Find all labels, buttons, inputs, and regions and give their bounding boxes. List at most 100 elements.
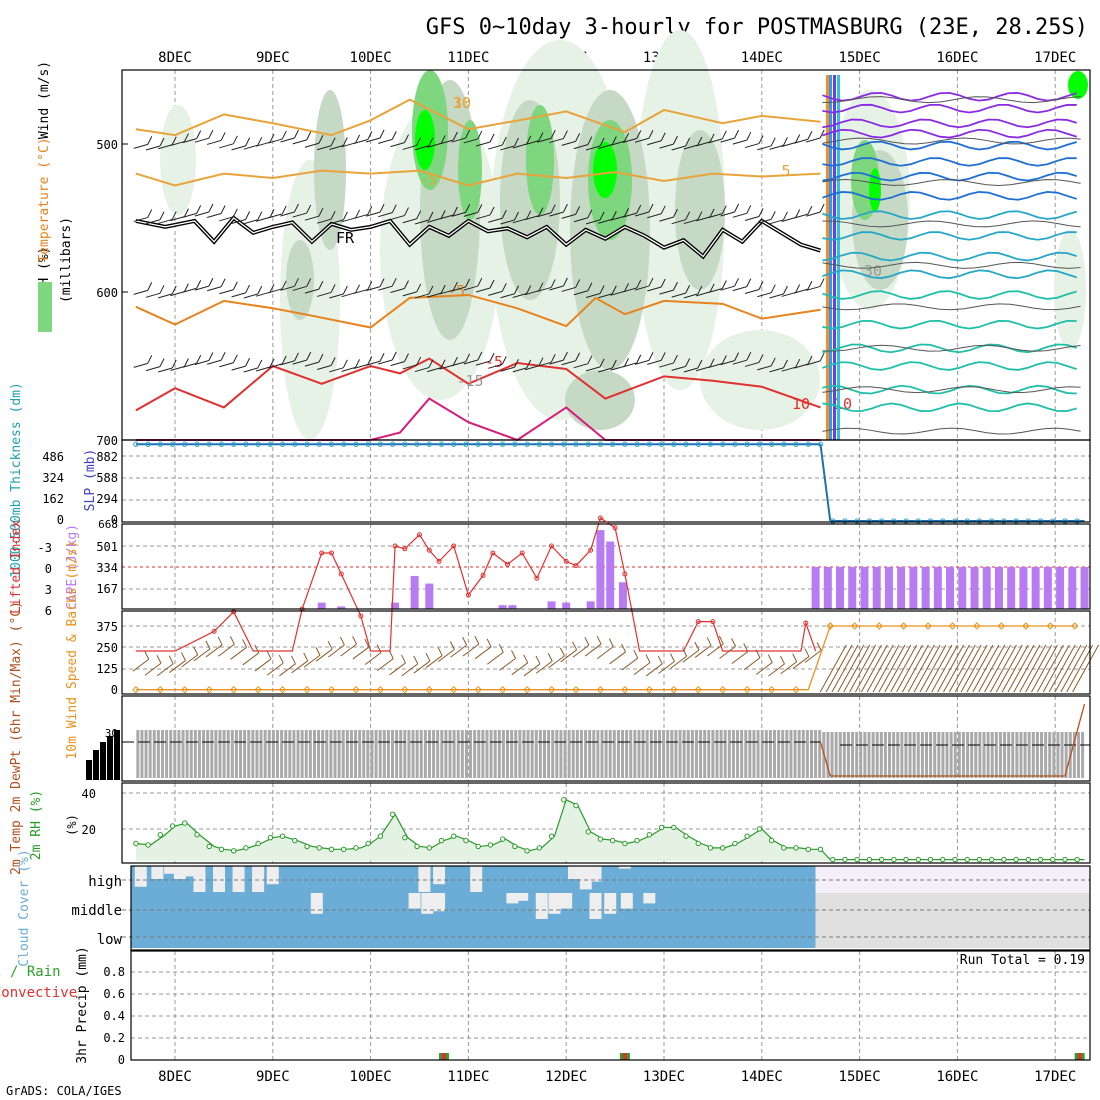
wind-barb — [672, 135, 678, 145]
wind-speed-marker — [948, 622, 957, 630]
cloud-gap — [134, 866, 147, 887]
temp-bar — [637, 730, 641, 778]
temp-bar — [945, 732, 949, 778]
wind-barb — [318, 353, 324, 363]
thickness-marker — [915, 518, 921, 524]
temp-bar — [682, 730, 686, 778]
temp-bar — [1072, 732, 1076, 778]
wind-barb — [685, 284, 691, 294]
temp-bar — [937, 732, 941, 778]
wind-barb-10m — [718, 635, 724, 645]
wind-barb — [514, 211, 519, 221]
temp-bar — [189, 730, 193, 778]
temp-bar — [481, 730, 485, 778]
cloud-gap — [173, 866, 186, 879]
thickness-marker — [304, 441, 310, 447]
wind-barb-10m — [645, 654, 651, 663]
thickness-marker — [952, 518, 958, 524]
rh2m-marker — [1062, 856, 1068, 863]
rh2m-marker — [805, 846, 811, 853]
wind-speed-marker — [303, 685, 311, 694]
lifted-index-marker — [588, 547, 594, 553]
wind-barb — [488, 144, 503, 150]
wind-barb — [171, 136, 177, 145]
wind-barb — [341, 366, 356, 372]
wind-barb — [306, 131, 312, 141]
wind-barb-10m — [633, 662, 651, 676]
wind-barb — [660, 352, 666, 361]
temp-bar — [998, 732, 1002, 778]
rh2m-marker — [145, 842, 151, 848]
precip-tick: 0.2 — [103, 1031, 125, 1045]
rh2m-marker — [353, 845, 359, 851]
temp-bar — [358, 730, 362, 778]
wind-barb — [317, 145, 332, 151]
wind-barb — [317, 365, 332, 371]
wind-barb-line — [822, 344, 1081, 352]
x-tick-label-top: 16DEC — [936, 50, 978, 66]
wind-barb-10m — [389, 662, 406, 676]
wind-barb — [744, 361, 760, 367]
wind-barb — [671, 145, 686, 151]
temp-bar — [317, 730, 321, 778]
precip-tick: 0 — [118, 1053, 125, 1067]
temp-bar — [670, 730, 674, 778]
temp-bar — [933, 732, 937, 778]
precip-convective-bar — [441, 1053, 446, 1060]
wind-barb — [489, 133, 495, 143]
wind-barb — [404, 134, 409, 143]
temp-bar — [920, 732, 924, 778]
lifted-index-marker — [519, 550, 525, 556]
y-axis-label: (millibars) — [59, 217, 74, 303]
wind-barb-10m — [486, 638, 492, 648]
temp-bar — [1056, 732, 1060, 778]
cape-bar — [317, 602, 326, 609]
wind-barb-10m — [907, 644, 935, 693]
rh2m-marker — [915, 856, 921, 863]
wind-barb — [585, 293, 601, 298]
wind-barb — [770, 211, 776, 220]
temp-bar — [744, 730, 748, 778]
wind-barb — [783, 359, 788, 369]
wind-barb — [245, 357, 251, 367]
thickness-marker — [255, 441, 261, 447]
temp-bar — [653, 730, 657, 778]
wind-barb — [231, 292, 246, 298]
precip-label: 3hr Precip (mm) — [75, 946, 90, 1063]
temp-bar — [809, 730, 813, 778]
wind-barb — [342, 137, 348, 146]
wind-barb-10m — [767, 654, 773, 663]
wind-barb — [220, 352, 226, 361]
wind-barb — [159, 358, 165, 367]
thickness-marker — [976, 518, 983, 524]
thickness-marker — [622, 441, 628, 447]
wind-barb-10m — [931, 644, 959, 693]
wind-barb — [793, 288, 809, 294]
temp-bar — [239, 730, 243, 778]
thickness-marker — [1037, 518, 1044, 524]
wind-barb — [585, 366, 601, 372]
wind-barb — [427, 217, 442, 223]
temp-bar — [629, 730, 633, 778]
thickness-marker — [988, 518, 995, 524]
legend-rh: RH (%) — [37, 247, 52, 294]
wind-barb-line — [822, 178, 1081, 186]
rh-shade — [700, 330, 820, 430]
temp-bar — [538, 730, 542, 778]
temp-bar — [645, 730, 649, 778]
wind-barb — [624, 283, 629, 292]
temp-bar — [892, 732, 896, 778]
thickness-marker — [817, 441, 824, 447]
temp-bar — [694, 730, 698, 778]
x-tick-label-bottom: 12DEC — [545, 1069, 587, 1085]
wind-barb — [611, 136, 617, 145]
wind-barb-10m — [180, 652, 186, 661]
wind-barb — [206, 213, 222, 219]
lifted-index-marker — [534, 575, 540, 581]
temp-bar — [588, 730, 592, 778]
wind-barb — [255, 141, 271, 147]
x-tick-label-bottom: 16DEC — [936, 1069, 978, 1085]
thickness-marker — [609, 441, 616, 447]
isotherm-line — [135, 357, 821, 412]
wind-barb — [526, 210, 532, 220]
